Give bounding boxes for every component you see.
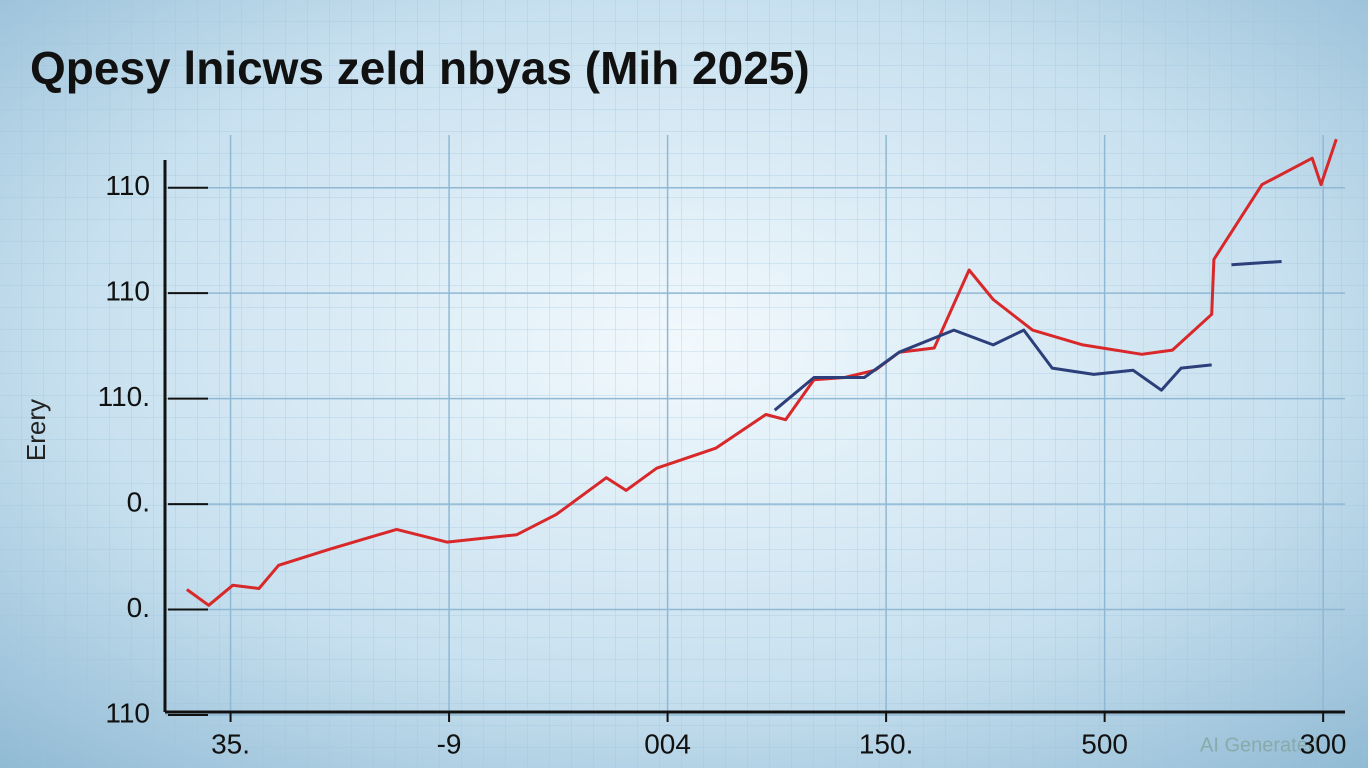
series-line	[186, 138, 1338, 607]
x-tick-label: 150.	[859, 728, 914, 759]
watermark: AI Generated	[1200, 734, 1319, 756]
x-tick-label: 004	[644, 728, 691, 759]
plot: 110 0. 0. 110. 110 110 35. -9 004 150. 500 300	[98, 135, 1347, 759]
x-tick-label: 500	[1081, 728, 1128, 759]
x-tick-label: 35.	[211, 728, 250, 759]
x-tick-label: -9	[437, 728, 462, 759]
y-tick-label: 110	[105, 276, 150, 307]
x-tick-label: 300	[1300, 728, 1347, 759]
y-tick-label: 0.	[127, 592, 150, 623]
chart-title: Qpesy lnicws zeld nbyas (Mih 2025)	[30, 42, 810, 94]
y-axis-label: Erery	[21, 399, 51, 461]
y-tick-label: 110.	[98, 381, 150, 412]
y-tick-label: 110	[105, 697, 150, 728]
series-line	[773, 260, 1282, 412]
y-tick-label: 0.	[127, 486, 150, 517]
y-tick-label: 110	[105, 170, 150, 201]
